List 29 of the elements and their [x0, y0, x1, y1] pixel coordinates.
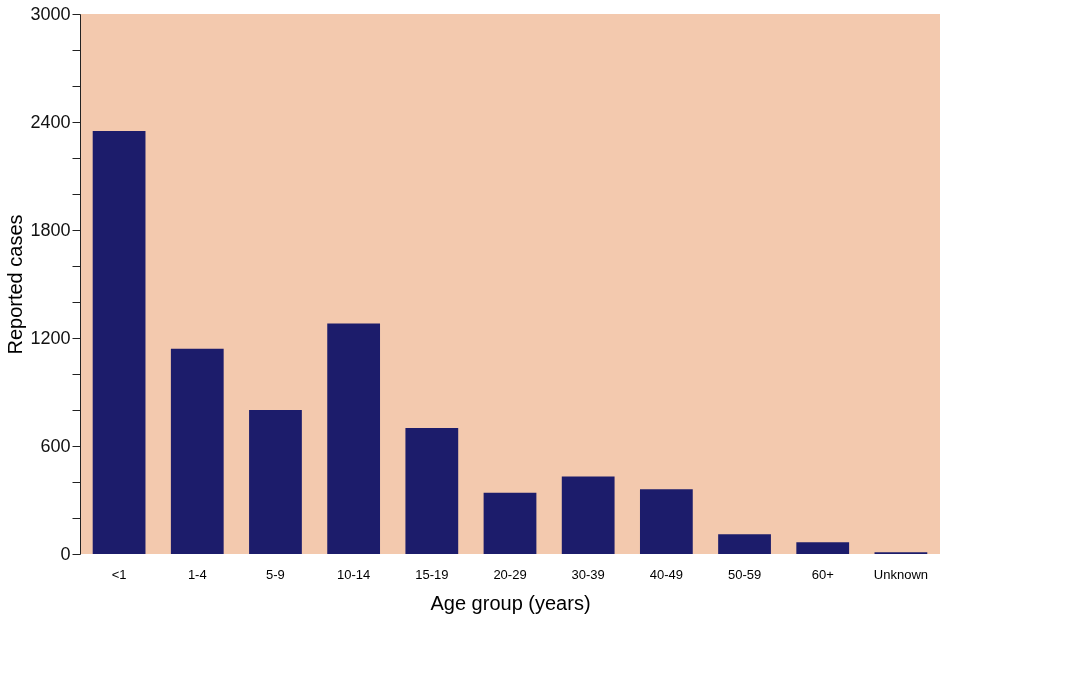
x-axis-title: Age group (years) [430, 591, 591, 614]
bar [327, 323, 381, 554]
bar [92, 131, 146, 554]
x-tick-label: 60+ [811, 566, 834, 582]
x-tick-label: 20-29 [493, 566, 527, 582]
y-tick-label: 1800 [30, 219, 71, 240]
bar [561, 476, 615, 554]
x-tick-label: 1-4 [187, 566, 207, 582]
y-tick-label: 600 [40, 435, 71, 456]
bar [249, 410, 302, 554]
y-tick-label: 3000 [30, 3, 71, 24]
y-tick-label: 0 [60, 543, 71, 564]
bar [483, 492, 537, 554]
bar [639, 489, 693, 554]
bar [405, 428, 459, 554]
x-tick-label: 15-19 [415, 566, 449, 582]
x-tick-label: 40-49 [649, 566, 683, 582]
y-axis-title: Reported cases [4, 214, 27, 355]
y-tick-label: 1200 [30, 327, 71, 348]
x-tick-label: 10-14 [337, 566, 371, 582]
x-tick-label: Unknown [873, 566, 929, 582]
bar [718, 534, 771, 554]
x-tick-label: 50-59 [727, 566, 762, 582]
y-tick-label: 2400 [30, 111, 71, 132]
bar [170, 348, 224, 554]
x-tick-label: 5-9 [266, 566, 285, 582]
x-tick-label: <1 [111, 566, 127, 582]
bar [796, 542, 850, 554]
x-tick-label: 30-39 [571, 566, 605, 582]
